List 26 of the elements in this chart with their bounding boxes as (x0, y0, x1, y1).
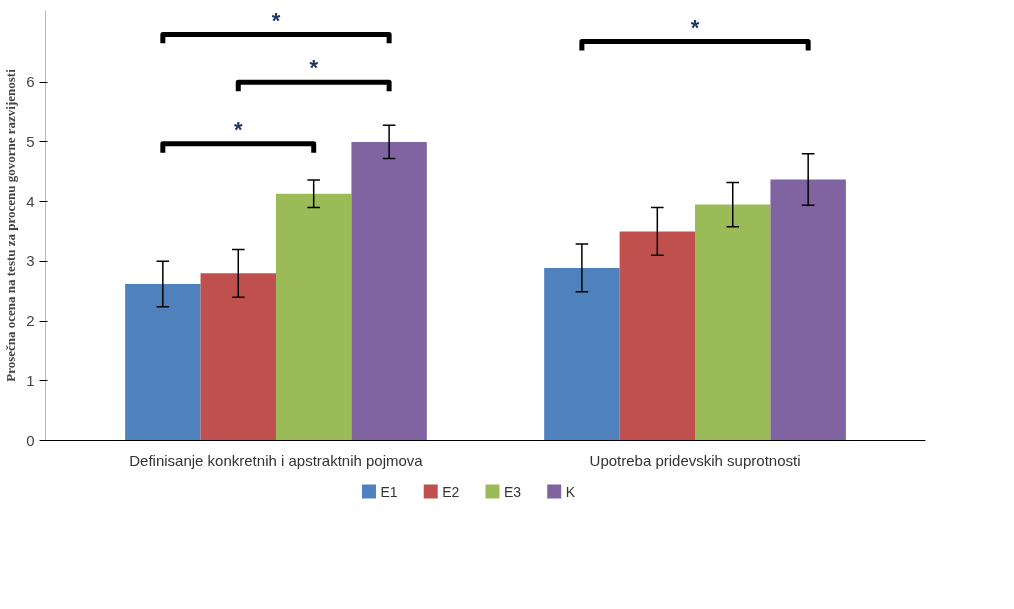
bar (200, 273, 276, 441)
bar (544, 267, 620, 441)
x-tick-label: Upotreba pridevskih suprotnosti (589, 451, 801, 469)
bar (770, 179, 846, 441)
y-tick-label: 1 (26, 371, 35, 389)
x-tick-label: Definisanje konkretnih i apstraktnih pojmova (129, 451, 424, 469)
bar (695, 204, 771, 441)
y-axis-title: Prosečna ocena na testu za procenu govorne razvijenosti (3, 68, 19, 382)
y-tick-label: 4 (26, 192, 35, 210)
annotation: * (690, 14, 700, 40)
legend-label: K (565, 483, 576, 500)
y-tick-label: 6 (26, 73, 35, 91)
y-tick-label: 0 (26, 431, 35, 449)
bar (351, 141, 427, 441)
y-tick-label: 5 (26, 132, 35, 150)
legend-label: E3 (503, 483, 522, 500)
legend-label: E2 (442, 483, 460, 500)
annotation: * (271, 7, 281, 33)
bar (125, 284, 201, 441)
legend-label: E1 (380, 483, 398, 500)
y-tick-label: 2 (26, 312, 35, 330)
annotation: * (309, 55, 319, 81)
y-tick-label: 3 (26, 252, 35, 270)
bar (619, 231, 696, 441)
bar (275, 193, 352, 441)
annotation: * (233, 116, 243, 142)
